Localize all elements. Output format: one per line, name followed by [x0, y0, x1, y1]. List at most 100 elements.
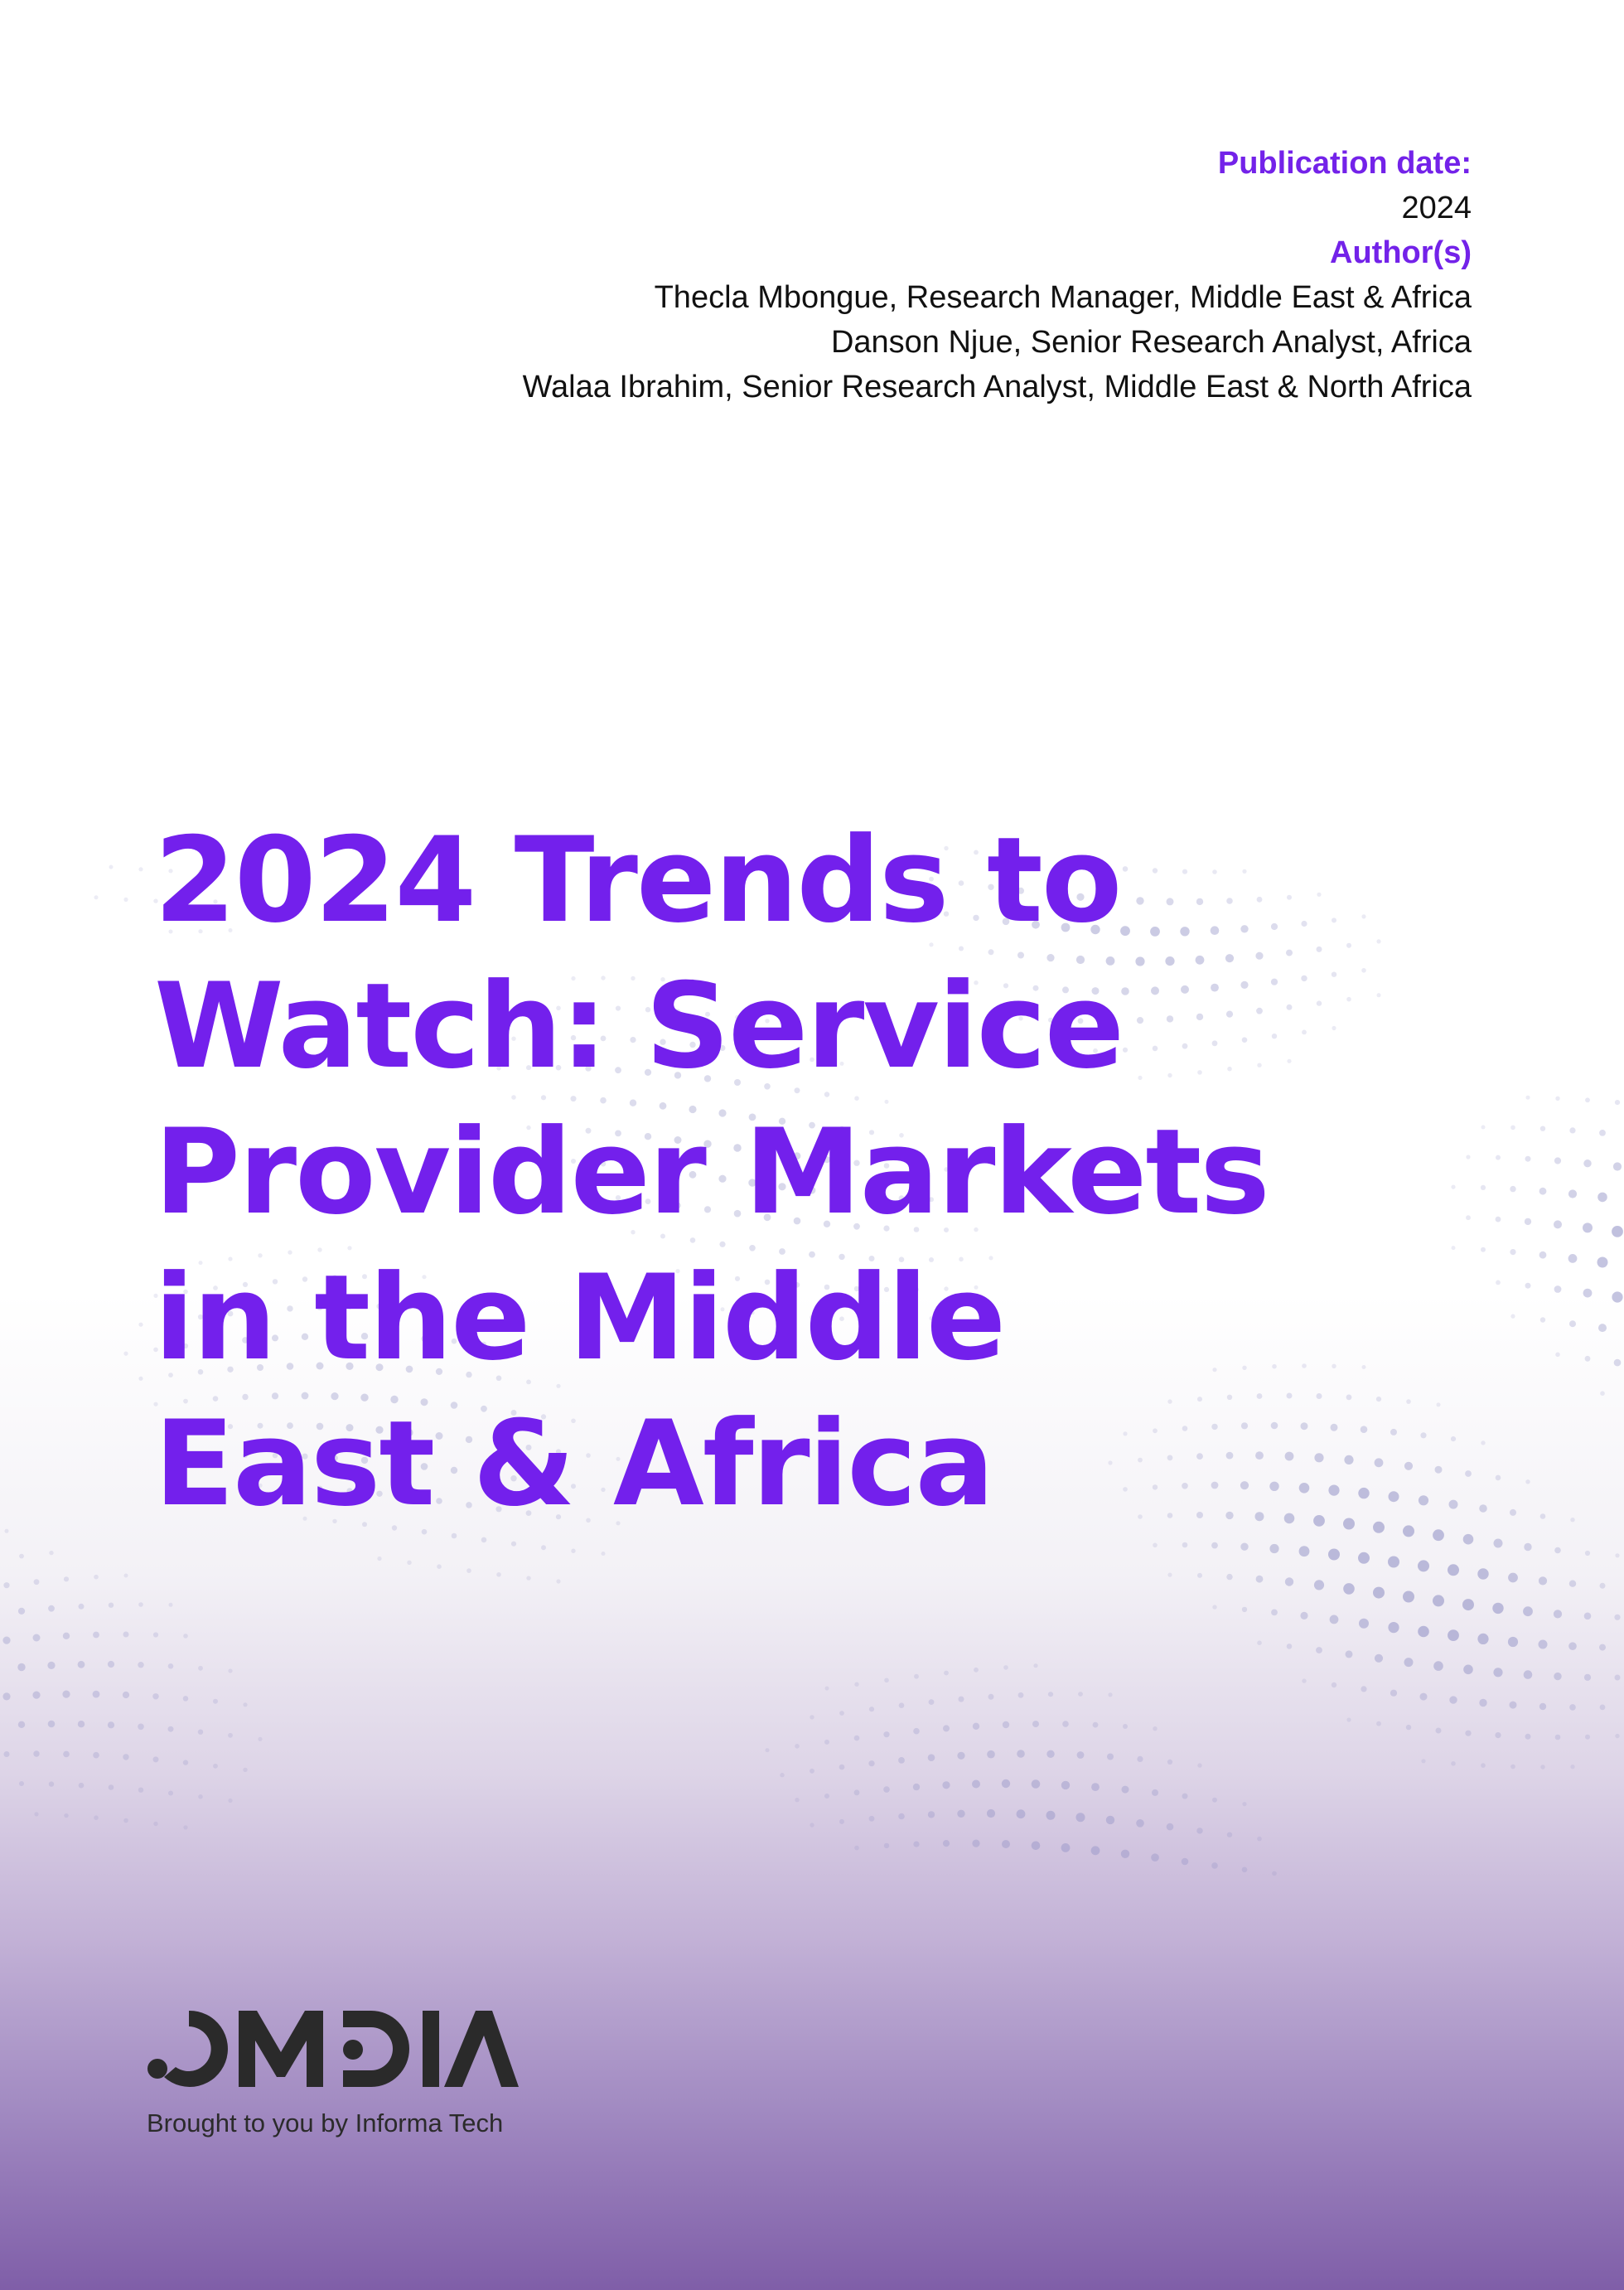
background-dot [1302, 1678, 1307, 1683]
background-dot [795, 1744, 800, 1749]
background-dot [764, 1083, 771, 1090]
background-dot [1302, 1363, 1307, 1368]
background-dot [1226, 1573, 1233, 1581]
background-dot [1343, 1583, 1355, 1595]
background-dot [1153, 1726, 1158, 1731]
background-dot [1226, 1832, 1233, 1837]
background-dot [407, 1560, 412, 1565]
background-dot [1525, 1479, 1530, 1484]
background-dot [1346, 996, 1351, 1002]
background-dot [944, 845, 949, 851]
background-dot [1197, 1572, 1202, 1578]
background-dot [899, 1133, 904, 1138]
background-dot [974, 1227, 979, 1232]
background-dot [1614, 1674, 1621, 1681]
background-dot [943, 1725, 950, 1732]
background-dot [243, 1767, 248, 1773]
background-dot [1343, 1518, 1355, 1530]
background-dot [540, 1095, 547, 1101]
background-dot [19, 1781, 24, 1786]
background-dot [93, 1631, 99, 1639]
background-dot [346, 1362, 354, 1370]
background-dot [1002, 1721, 1010, 1729]
background-dot [1152, 868, 1158, 874]
background-dot [1375, 1397, 1382, 1402]
background-dot [1091, 987, 1100, 995]
background-dot [1256, 1393, 1263, 1399]
background-dot [228, 1732, 233, 1738]
background-dot [346, 1303, 353, 1310]
background-dot [1328, 1548, 1340, 1561]
background-dot [868, 1193, 875, 1199]
background-dot [1316, 1393, 1322, 1399]
background-dot [1554, 1220, 1562, 1229]
background-dot [317, 1304, 323, 1310]
background-dot [913, 1227, 920, 1232]
background-dot [899, 1317, 904, 1322]
background-dot [466, 1502, 472, 1508]
background-dot [824, 1284, 830, 1290]
background-dot [839, 1061, 844, 1066]
background-dot [586, 1453, 591, 1458]
background-dot [198, 1426, 203, 1431]
background-dot [601, 1487, 606, 1493]
background-dot [1257, 1640, 1262, 1645]
background-dot [689, 1041, 696, 1048]
background-dot [183, 1634, 188, 1639]
background-dot [988, 1693, 994, 1700]
background-dot [929, 876, 934, 882]
background-dot [1555, 1352, 1560, 1358]
background-dot [138, 1787, 144, 1793]
background-dot [1599, 1130, 1606, 1136]
background-dot [1433, 1529, 1444, 1542]
background-dot [1211, 1040, 1218, 1047]
background-dot [375, 1426, 384, 1434]
background-dot [1092, 864, 1099, 869]
background-dot [541, 1035, 546, 1041]
background-dot [2, 1692, 11, 1701]
background-dot [1524, 1218, 1532, 1226]
background-dot [1211, 1862, 1218, 1869]
background-dot [346, 1424, 354, 1432]
background-dot [794, 1087, 800, 1094]
background-dot [1433, 1595, 1444, 1607]
background-dot [93, 1751, 99, 1759]
background-dot [824, 1739, 829, 1745]
background-dot [183, 1398, 188, 1404]
background-dot [986, 1808, 996, 1818]
background-dot [436, 1498, 442, 1504]
background-dot [228, 928, 233, 932]
background-dot [690, 979, 695, 984]
background-dot [332, 1518, 337, 1524]
background-dot [718, 1174, 727, 1183]
background-dot [734, 1276, 741, 1281]
background-dot [33, 1579, 40, 1586]
background-dot [1508, 1572, 1518, 1583]
background-dot [1151, 986, 1159, 995]
background-dot [1388, 1556, 1399, 1568]
background-dot [942, 1840, 950, 1847]
background-dot [957, 1751, 965, 1760]
background-dot [511, 1345, 516, 1350]
background-dot [823, 1220, 831, 1227]
background-dot [898, 1195, 905, 1202]
background-dot [435, 1432, 443, 1440]
background-dot [778, 1117, 786, 1125]
background-dot [302, 1276, 308, 1282]
background-dot [1300, 1422, 1308, 1431]
background-dot [182, 1760, 189, 1765]
title-line: East & Africa [154, 1396, 994, 1532]
background-dot [1316, 946, 1322, 952]
background-dot [138, 1322, 143, 1327]
background-dot [526, 1125, 531, 1130]
background-dot [213, 1763, 218, 1769]
background-dot [123, 1573, 128, 1578]
background-dot [810, 1715, 814, 1720]
background-dot [1583, 1222, 1593, 1233]
background-dot [1240, 980, 1249, 989]
background-dot [839, 1316, 844, 1321]
background-dot [973, 914, 979, 922]
background-dot [1361, 1365, 1366, 1369]
background-dot [1599, 1582, 1606, 1589]
background-dot [540, 1414, 547, 1420]
